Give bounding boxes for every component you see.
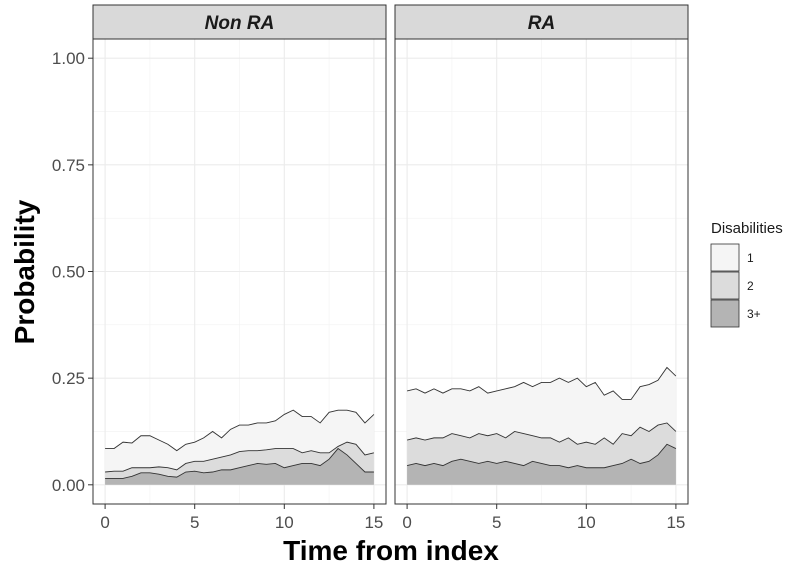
facets-layer: Non RA 0 5 10 15 0.00 0.25 0.50 0.75 1.00 RA 0 5 10 15 xyxy=(52,4,689,532)
legend-label: 3+ xyxy=(747,307,761,321)
area-outline-2 xyxy=(105,441,375,473)
area-series-3plus xyxy=(407,444,676,485)
panel-border xyxy=(394,38,689,505)
facet-strip xyxy=(92,4,387,40)
area-outline-1 xyxy=(105,409,375,452)
area-outline-2 xyxy=(406,422,677,445)
x-tick-label: 5 xyxy=(190,513,199,532)
x-tick-label: 0 xyxy=(100,513,109,532)
y-tick-label: 0.75 xyxy=(52,156,85,175)
legend-key xyxy=(710,271,740,300)
x-tick-label: 15 xyxy=(364,513,383,532)
x-tick-label: 5 xyxy=(492,513,501,532)
y-tick-label: 1.00 xyxy=(52,49,85,68)
y-tick-label: 0.00 xyxy=(52,476,85,495)
facet-strip-label: RA xyxy=(528,13,555,34)
x-tick-label: 10 xyxy=(275,513,294,532)
legend-title: Disabilities xyxy=(711,220,783,237)
facet-panel: RA 0 5 10 15 xyxy=(394,4,689,532)
area-outline-3plus xyxy=(105,447,374,479)
area-outline-1 xyxy=(406,366,677,400)
area-series-3plus xyxy=(105,448,374,485)
facet-strip xyxy=(394,4,689,40)
y-axis-title: Probability xyxy=(9,199,40,344)
legend-label: 2 xyxy=(747,279,754,293)
legend-key xyxy=(710,299,740,328)
area-outline-3plus xyxy=(406,443,677,469)
facet-strip-label: Non RA xyxy=(205,13,275,34)
legend-key xyxy=(710,243,740,272)
x-axis-title: Time from index xyxy=(283,535,499,566)
y-tick-label: 0.25 xyxy=(52,369,85,388)
facet-panel: Non RA 0 5 10 15 0.00 0.25 0.50 0.75 1.00 xyxy=(52,4,387,532)
legend: Disabilities 1 2 3+ xyxy=(710,220,783,328)
legend-label: 1 xyxy=(747,251,754,265)
y-tick-label: 0.50 xyxy=(52,263,85,282)
x-tick-label: 15 xyxy=(666,513,685,532)
x-tick-label: 0 xyxy=(402,513,411,532)
x-tick-label: 10 xyxy=(577,513,596,532)
legend-items: 1 2 3+ xyxy=(710,243,761,328)
